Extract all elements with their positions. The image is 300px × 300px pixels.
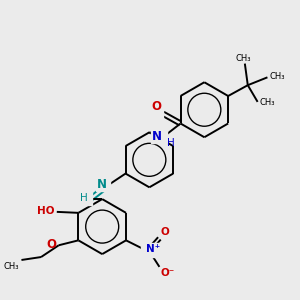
Text: N: N bbox=[152, 130, 162, 143]
Text: CH₃: CH₃ bbox=[4, 262, 20, 271]
Text: N⁺: N⁺ bbox=[146, 244, 160, 254]
Text: O: O bbox=[151, 100, 161, 113]
Text: H: H bbox=[167, 138, 175, 148]
Bar bbox=[151, 108, 163, 118]
Text: O: O bbox=[47, 238, 57, 251]
Text: CH₃: CH₃ bbox=[269, 72, 285, 81]
Text: H: H bbox=[80, 193, 88, 203]
Text: N: N bbox=[97, 178, 107, 191]
Text: HO: HO bbox=[37, 206, 55, 216]
Bar bbox=[141, 243, 160, 257]
Bar bbox=[96, 178, 110, 191]
Text: CH₃: CH₃ bbox=[260, 98, 275, 107]
Text: CH₃: CH₃ bbox=[235, 54, 250, 63]
Bar bbox=[151, 130, 167, 143]
Bar bbox=[76, 192, 92, 205]
Text: O⁻: O⁻ bbox=[160, 268, 175, 278]
Text: O: O bbox=[160, 227, 169, 237]
